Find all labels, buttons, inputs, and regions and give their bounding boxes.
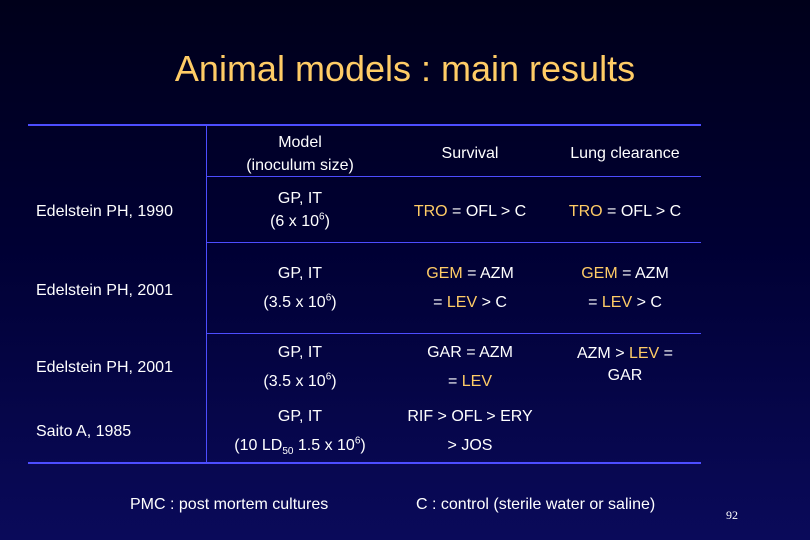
model-cell: GP, IT (10 LD50 1.5 x 106) bbox=[210, 405, 390, 457]
footnote-control: C : control (sterile water or saline) bbox=[416, 496, 656, 513]
model-cell: GP, IT (3.5 x 106) bbox=[210, 341, 390, 393]
slide-title: Animal models : main results bbox=[174, 48, 636, 89]
model-line1: GP, IT bbox=[277, 408, 323, 425]
model-line2: (10 LD50 1.5 x 106) bbox=[234, 435, 366, 458]
header-survival: Survival bbox=[441, 145, 499, 162]
model-cell: GP, IT (3.5 x 106) bbox=[210, 262, 390, 314]
table-top-rule bbox=[28, 124, 701, 126]
model-line2: (3.5 x 106) bbox=[263, 292, 337, 311]
model-line1: GP, IT bbox=[277, 265, 323, 282]
row-rule bbox=[206, 242, 701, 243]
model-line1: GP, IT bbox=[277, 344, 323, 361]
survival-cell: TRO = OFL > C bbox=[413, 203, 527, 220]
study-cell: Edelstein PH, 2001 bbox=[36, 359, 173, 376]
study-cell: Edelstein PH, 1990 bbox=[36, 203, 173, 220]
header-model: Model (inoculum size) bbox=[210, 131, 390, 177]
header-model-line1: Model bbox=[278, 134, 322, 151]
model-line2: (3.5 x 106) bbox=[263, 371, 337, 390]
lung-clearance-cell: GEM = AZM = LEV > C bbox=[581, 265, 669, 311]
model-line2: (6 x 106) bbox=[270, 211, 330, 230]
footnote-pmc: PMC : post mortem cultures bbox=[130, 496, 329, 513]
model-cell: GP, IT (6 x 106) bbox=[210, 187, 390, 233]
survival-cell: RIF > OFL > ERY > JOS bbox=[407, 408, 533, 454]
model-line1: GP, IT bbox=[277, 190, 323, 207]
survival-cell: GEM = AZM = LEV > C bbox=[426, 265, 514, 311]
study-cell: Edelstein PH, 2001 bbox=[36, 282, 173, 299]
row-rule bbox=[206, 176, 701, 177]
header-lung-clearance: Lung clearance bbox=[570, 145, 680, 162]
survival-cell: GAR = AZM = LEV bbox=[427, 344, 513, 390]
header-model-line2: (inoculum size) bbox=[246, 157, 354, 174]
lung-clearance-cell: AZM > LEV = GAR bbox=[576, 345, 674, 384]
study-cell: Saito A, 1985 bbox=[36, 423, 132, 440]
table-bottom-rule bbox=[28, 462, 701, 464]
row-rule bbox=[206, 333, 701, 334]
column-divider bbox=[206, 124, 207, 462]
page-number: 92 bbox=[726, 508, 738, 522]
lung-clearance-cell: TRO = OFL > C bbox=[568, 203, 682, 220]
